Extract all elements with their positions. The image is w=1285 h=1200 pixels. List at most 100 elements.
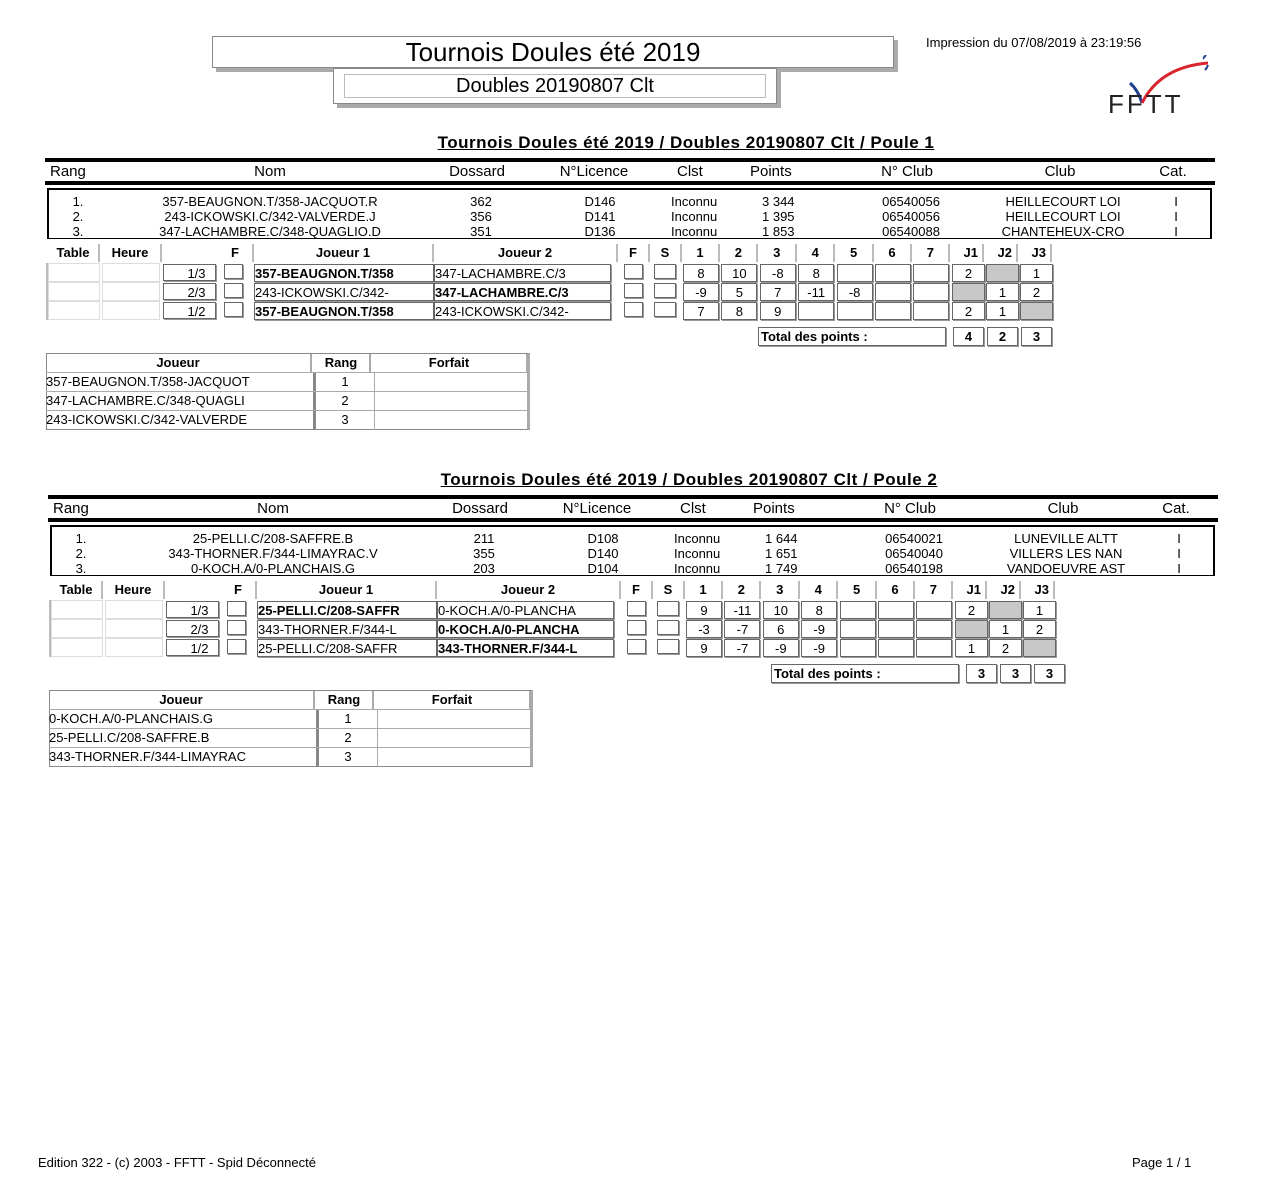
set-score: 9 [686, 639, 722, 657]
j-score [989, 601, 1022, 619]
match-header-set: 2 [723, 581, 762, 599]
set-score: 8 [798, 264, 835, 282]
table-cell[interactable] [51, 600, 103, 619]
total-value: 3 [1021, 327, 1052, 346]
col-header-clst: Clst [680, 500, 706, 517]
table-cell[interactable] [48, 301, 100, 320]
player-points: 1 651 [765, 546, 798, 561]
forfait-checkbox-2[interactable] [627, 639, 646, 654]
j-score: 1 [955, 639, 988, 657]
player-points: 1 644 [765, 531, 798, 546]
player-cat: I [1177, 561, 1181, 576]
table-cell[interactable] [48, 282, 100, 301]
ranking-rang: 2 [316, 729, 378, 748]
player-nom: 357-BEAUGNON.T/358-JACQUOT.R [162, 194, 378, 209]
heure-cell[interactable] [102, 282, 160, 301]
match-header-table: Table [51, 581, 103, 599]
match-row: 2/3 243-ICKOWSKI.C/342- 347-LACHAMBRE.C/3 -… [0, 282, 1285, 301]
set-score [839, 601, 876, 619]
s-checkbox[interactable] [657, 639, 679, 654]
heure-cell[interactable] [102, 263, 160, 282]
player-points: 1 853 [762, 224, 795, 239]
forfait-checkbox-1[interactable] [227, 620, 246, 635]
player-club: HEILLECOURT LOI [1005, 194, 1121, 209]
player-rang: 3. [75, 561, 87, 576]
match-header-joueur2: Joueur 2 [437, 581, 621, 599]
forfait-checkbox-2[interactable] [627, 620, 646, 635]
player-row: 3. 347-LACHAMBRE.C/348-QUAGLIO.D 351 D136 In… [0, 224, 1285, 239]
match-header-f: F [221, 581, 257, 599]
set-score: 7 [683, 302, 719, 320]
joueur1-cell: 357-BEAUGNON.T/358 [254, 264, 434, 282]
match-header-table: Table [48, 244, 100, 262]
player-rang: 3. [72, 224, 84, 239]
forfait-checkbox-1[interactable] [227, 601, 246, 616]
forfait-checkbox-2[interactable] [624, 264, 643, 279]
heure-cell[interactable] [105, 619, 163, 638]
set-score: 7 [759, 283, 796, 301]
forfait-checkbox-1[interactable] [224, 264, 243, 279]
s-checkbox[interactable] [657, 620, 679, 635]
set-score [913, 302, 950, 320]
table-cell[interactable] [48, 263, 100, 282]
heure-cell[interactable] [105, 638, 163, 657]
player-club: LUNEVILLE ALTT [1014, 531, 1118, 546]
ranking-joueur: 243-ICKOWSKI.C/342-VALVERDE [46, 412, 248, 427]
j-score: 2 [1023, 620, 1056, 638]
joueur2-cell: 343-THORNER.F/344-L [437, 639, 614, 657]
s-checkbox[interactable] [654, 302, 676, 317]
player-club: VILLERS LES NAN [1009, 546, 1123, 561]
ranking-joueur: 347-LACHAMBRE.C/348-QUAGLI [46, 393, 245, 408]
forfait-checkbox-1[interactable] [227, 639, 246, 654]
col-header-cat: Cat. [1159, 163, 1187, 180]
match-header-s: S [650, 244, 682, 262]
poule-section: Tournois Doules été 2019 / Doubles 20190… [3, 337, 1285, 1037]
col-header-clst: Clst [677, 163, 703, 180]
player-dossard: 351 [470, 224, 492, 239]
set-score [913, 283, 950, 301]
set-score [878, 601, 914, 619]
table-cell[interactable] [51, 619, 103, 638]
col-header-dossard: Dossard [449, 163, 505, 180]
set-score [798, 302, 835, 320]
set-score [916, 601, 953, 619]
forfait-checkbox-1[interactable] [224, 283, 243, 298]
col-header-licence: N°Licence [562, 500, 632, 517]
forfait-checkbox-2[interactable] [624, 283, 643, 298]
player-rang: 1. [72, 194, 84, 209]
forfait-checkbox-2[interactable] [627, 601, 646, 616]
joueur2-cell: 243-ICKOWSKI.C/342- [434, 302, 611, 320]
s-checkbox[interactable] [654, 264, 676, 279]
svg-text:FFTT: FFTT [1108, 89, 1184, 119]
j-score [1020, 302, 1053, 320]
j-score [1023, 639, 1056, 657]
set-score [913, 264, 950, 282]
forfait-checkbox-1[interactable] [224, 302, 243, 317]
set-score: -3 [686, 620, 722, 638]
forfait-checkbox-2[interactable] [624, 302, 643, 317]
s-checkbox[interactable] [654, 283, 676, 298]
col-header-no_club: N° Club [881, 163, 933, 180]
player-club: HEILLECOURT LOI [1005, 209, 1121, 224]
player-clst: Inconnu [671, 194, 718, 209]
total-value: 3 [966, 664, 997, 683]
match-header-set: 3 [759, 244, 797, 262]
set-score [839, 620, 876, 638]
total-value: 2 [987, 327, 1018, 346]
j-score: 1 [1020, 264, 1053, 282]
col-header-cat: Cat. [1162, 500, 1190, 517]
joueur2-cell: 347-LACHAMBRE.C/3 [434, 264, 611, 282]
match-header-joueur1: Joueur 1 [257, 581, 437, 599]
player-nom: 0-KOCH.A/0-PLANCHAIS.G [191, 561, 355, 576]
heure-cell[interactable] [105, 600, 163, 619]
set-score [878, 620, 914, 638]
player-row: 2. 243-ICKOWSKI.C/342-VALVERDE.J 356 D141 In… [0, 209, 1285, 224]
footer-page: Page 1 / 1 [1132, 1155, 1192, 1170]
heure-cell[interactable] [102, 301, 160, 320]
pair-cell: 2/3 [166, 620, 219, 637]
total-label: Total des points : [758, 327, 946, 346]
s-checkbox[interactable] [657, 601, 679, 616]
player-rang: 2. [75, 546, 87, 561]
player-clst: Inconnu [671, 224, 718, 239]
table-cell[interactable] [51, 638, 103, 657]
